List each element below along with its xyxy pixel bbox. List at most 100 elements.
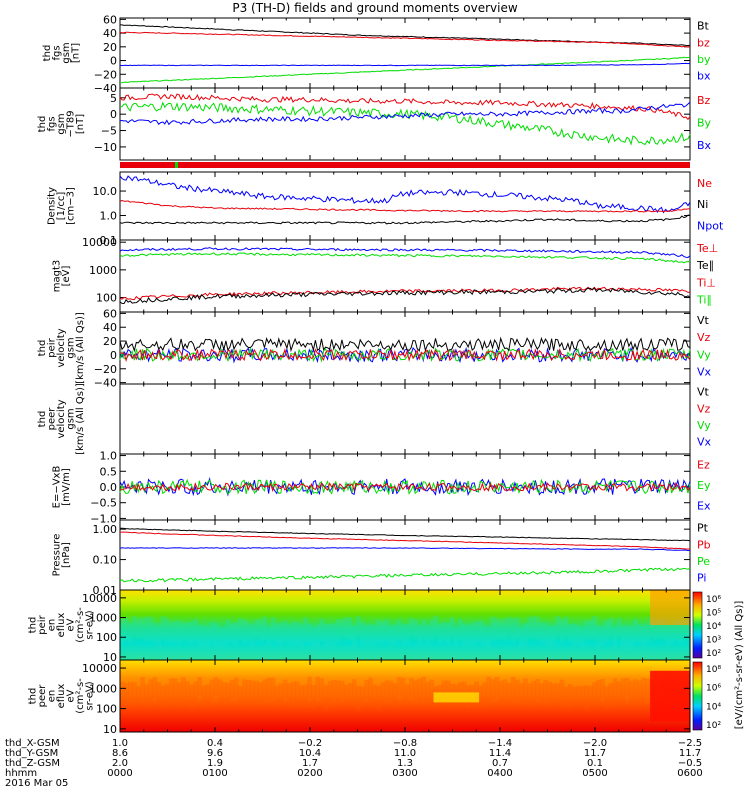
series-bz xyxy=(119,31,691,48)
y-axis-label: sr-eV) xyxy=(85,681,96,710)
spectrogram-texture xyxy=(193,618,198,642)
series-Pi xyxy=(119,547,691,552)
spectrogram-texture xyxy=(478,685,483,709)
y-axis-label: [km/s (All Qs)] xyxy=(75,312,86,384)
spectrogram-texture xyxy=(278,622,284,647)
spectrogram-texture xyxy=(409,618,414,636)
spectrogram-texture xyxy=(156,625,162,650)
series-Ti∥ xyxy=(119,252,691,264)
y-tick-label: 10 xyxy=(103,723,117,736)
spectrogram-texture xyxy=(555,616,561,635)
spectrogram-texture xyxy=(576,625,581,644)
spectrogram-texture xyxy=(409,677,414,698)
spectrogram-texture xyxy=(331,679,337,700)
spectrogram-texture xyxy=(429,679,434,703)
spectrogram-texture xyxy=(258,618,263,642)
spectrogram-texture xyxy=(657,619,662,638)
y-axis-label: Density xyxy=(47,187,58,225)
spectrogram-texture xyxy=(339,680,345,700)
legend-Vz: Vz xyxy=(697,331,711,344)
spectrogram-texture xyxy=(201,685,206,705)
legend-Ex: Ex xyxy=(697,500,711,513)
y-axis-label: magt3 xyxy=(51,260,62,293)
spectrogram-texture xyxy=(120,681,125,703)
spectrogram-texture xyxy=(209,679,215,700)
spectrogram-texture xyxy=(514,617,520,638)
y-tick-label: 10000 xyxy=(82,662,117,675)
spectrogram-texture xyxy=(641,626,646,651)
spectrogram-texture xyxy=(388,626,394,645)
y-axis-label: eflux xyxy=(56,613,67,638)
spectrogram-texture xyxy=(246,621,251,642)
spectrogram-texture xyxy=(547,625,553,647)
y-tick-label: −40 xyxy=(94,82,117,95)
legend-Ti⊥: Ti⊥ xyxy=(696,276,716,289)
spectrogram-texture xyxy=(229,623,235,644)
spectrogram-texture xyxy=(282,620,288,643)
spectrogram-texture xyxy=(303,684,308,708)
series-Vy xyxy=(119,347,691,363)
series-Npot xyxy=(119,175,691,214)
x-row-label: hhmm xyxy=(5,768,37,779)
series-Ni xyxy=(119,214,691,225)
spectrogram-texture xyxy=(315,624,320,649)
spectrogram-texture xyxy=(486,676,491,702)
spectrogram-texture xyxy=(559,619,565,643)
spectrogram-texture xyxy=(274,623,280,644)
spectrogram-texture xyxy=(417,678,422,702)
legend-Bt: Bt xyxy=(697,20,710,33)
spectrogram-texture xyxy=(282,679,288,699)
spectrogram-texture xyxy=(633,619,638,643)
y-axis-label: gsm xyxy=(66,337,77,358)
spectrogram-texture xyxy=(132,615,137,634)
legend-Vy: Vy xyxy=(697,419,711,432)
x-tick-label: 10.4 xyxy=(299,748,321,759)
spectrogram-texture xyxy=(327,680,333,706)
panel-peer-eflux: 10000 1000 100 10 thdpeerenefluxeV(cm²-s-sr-… xyxy=(28,659,721,736)
spectrogram-texture xyxy=(413,619,418,638)
spectrogram-texture xyxy=(645,623,650,643)
spectrogram-texture xyxy=(506,617,512,636)
spectrogram-texture xyxy=(291,681,296,701)
series-Bz xyxy=(119,93,691,121)
colorbar-label: 10³ xyxy=(706,636,721,646)
spectrogram-texture xyxy=(323,685,329,711)
chart-title: P3 (TH-D) fields and ground moments over… xyxy=(232,1,517,15)
x-tick-label: 0200 xyxy=(297,768,322,779)
y-tick-label: −10 xyxy=(94,141,117,154)
series-Pb xyxy=(120,531,691,550)
spectrogram-texture xyxy=(193,681,198,702)
spectrogram-texture xyxy=(620,678,626,703)
x-tick-label: 0.4 xyxy=(207,738,223,749)
legend-Pi: Pi xyxy=(697,572,706,585)
spectrogram-texture xyxy=(567,624,573,643)
spectrogram-texture xyxy=(506,682,512,705)
legend-Vz: Vz xyxy=(697,402,711,415)
spectrogram-peer-eflux xyxy=(120,660,690,732)
colorbar-label: 10⁸ xyxy=(706,665,721,675)
legend-Pb: Pb xyxy=(697,538,711,551)
spectrogram-texture xyxy=(299,624,304,648)
spectrogram-texture xyxy=(620,626,626,651)
legend-bz: bz xyxy=(697,36,710,49)
spectrogram-texture xyxy=(527,683,532,707)
spectrogram-texture xyxy=(559,679,565,702)
spectrogram-texture xyxy=(181,677,186,701)
spectrogram-texture xyxy=(490,679,496,700)
spectrogram-texture xyxy=(286,683,292,703)
y-axis-label: velocity xyxy=(56,399,67,438)
y-axis-label: en xyxy=(47,690,58,703)
spectrogram-texture xyxy=(189,685,194,709)
spectrogram-texture xyxy=(396,619,402,640)
spectrogram-texture xyxy=(466,625,471,648)
spectrogram-texture xyxy=(584,685,589,711)
x-tick-label: 0.1 xyxy=(587,758,603,769)
x-tick-label: 11.4 xyxy=(489,748,511,759)
spectrogram-texture xyxy=(637,680,642,704)
spectrogram-texture xyxy=(637,624,642,643)
spectrogram-texture xyxy=(624,677,630,697)
panel-frame xyxy=(119,171,691,241)
legend-Te⊥: Te⊥ xyxy=(696,242,718,255)
